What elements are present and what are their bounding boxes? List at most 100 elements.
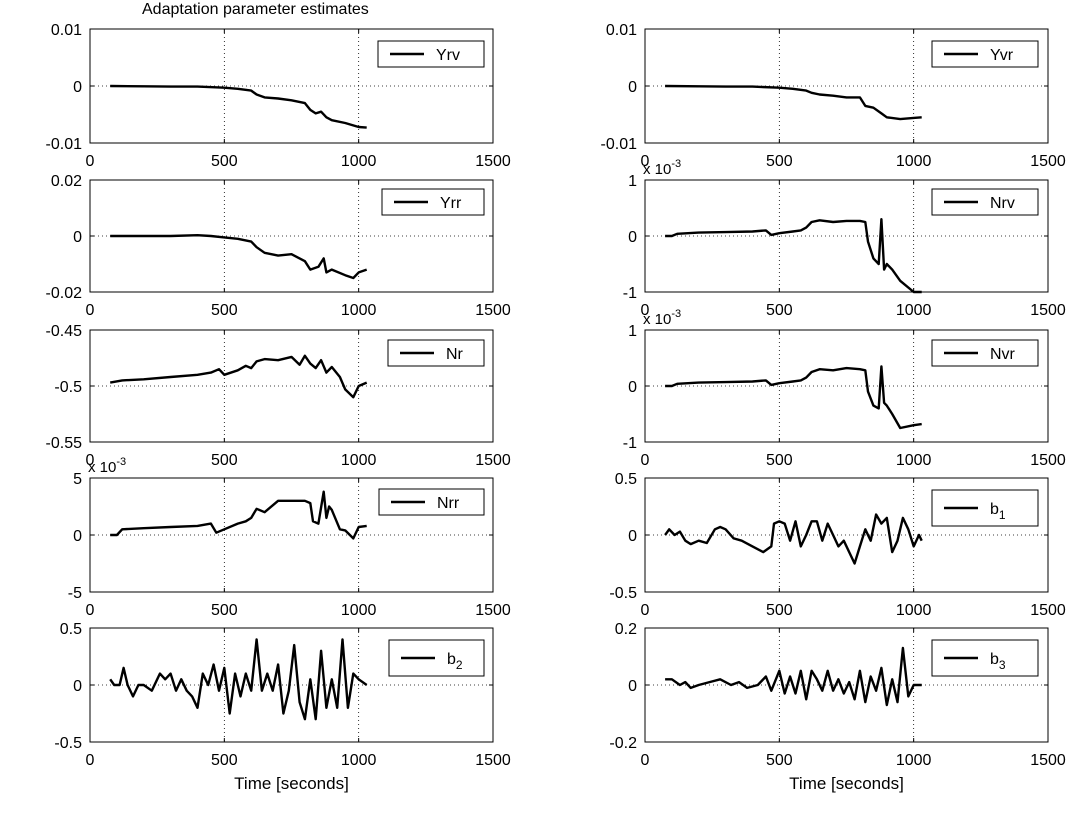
x-tick-label: 0 — [641, 752, 650, 769]
y-tick-label: 0 — [628, 379, 637, 396]
series-line-b2 — [109, 638, 368, 721]
legend-label: Nr — [446, 346, 464, 363]
y-tick-label: -0.45 — [46, 323, 83, 340]
x-tick-label: 500 — [766, 153, 793, 170]
series-line-yrr — [110, 233, 368, 280]
x-tick-label: 1500 — [1030, 452, 1066, 469]
y-tick-label: 0 — [73, 229, 82, 246]
legend-nvr: Nvr — [931, 339, 1039, 367]
y-tick-label: 0 — [628, 528, 637, 545]
x-tick-label: 0 — [86, 752, 95, 769]
x-tick-label: 0 — [641, 452, 650, 469]
y-tick-label: -1 — [623, 285, 637, 302]
legend-label: Yvr — [990, 47, 1014, 64]
x-tick-label: 0 — [641, 153, 650, 170]
x-tick-label: 500 — [766, 452, 793, 469]
x-tick-label: 1500 — [475, 302, 511, 319]
legend-b1: b1 — [931, 489, 1039, 527]
y-tick-label: 5 — [73, 471, 82, 488]
legend-b2: b2 — [388, 639, 485, 677]
legend-b3: b3 — [931, 639, 1039, 677]
legend-label: Yrv — [436, 47, 460, 64]
x-tick-label: 1000 — [896, 602, 932, 619]
x-tick-label: 500 — [211, 602, 238, 619]
legend-nrr: Nrr — [378, 488, 485, 516]
y-tick-label: -0.2 — [609, 735, 637, 752]
x-tick-label: 0 — [86, 452, 95, 469]
legend-label: b2 — [447, 651, 463, 672]
legend-label: b1 — [990, 501, 1006, 522]
y-tick-label: -0.5 — [54, 735, 82, 752]
x-tick-label: 0 — [641, 602, 650, 619]
y-tick-label: 0.01 — [51, 22, 82, 39]
y-tick-label: 0 — [628, 678, 637, 695]
series-line-b3 — [665, 646, 922, 707]
legend-yrv: Yrv — [377, 40, 485, 68]
y-tick-label: -1 — [623, 435, 637, 452]
x-tick-label: 1500 — [1030, 752, 1066, 769]
subplot-b1: 0 500 1000 1500-0.500.5b1 — [609, 471, 1065, 619]
y-tick-label: 0.5 — [60, 621, 82, 638]
y-tick-label: 0 — [73, 678, 82, 695]
y-tick-label: -0.02 — [46, 285, 83, 302]
y-tick-label: 0 — [73, 79, 82, 96]
y-exponent-label: x 10-3 — [643, 308, 681, 328]
y-tick-label: -0.01 — [46, 136, 83, 153]
y-tick-label: 0.2 — [615, 621, 637, 638]
y-tick-label: -0.01 — [601, 136, 638, 153]
x-tick-label: 1000 — [896, 452, 932, 469]
x-tick-label: 500 — [766, 302, 793, 319]
y-tick-label: 1 — [628, 173, 637, 190]
x-tick-label: 1000 — [341, 302, 377, 319]
x-tick-label: 0 — [86, 302, 95, 319]
x-tick-label: 500 — [211, 752, 238, 769]
x-tick-label: 1000 — [341, 153, 377, 170]
x-tick-label: 1500 — [1030, 302, 1066, 319]
series-line-nrr — [110, 490, 367, 540]
y-tick-label: 0.5 — [615, 471, 637, 488]
x-tick-label: 1000 — [341, 602, 377, 619]
x-tick-label: 500 — [211, 302, 238, 319]
legend-label: Nvr — [990, 346, 1016, 363]
x-tick-label: 1500 — [1030, 602, 1066, 619]
y-tick-label: 0 — [628, 79, 637, 96]
legend-yrr: Yrr — [381, 188, 485, 216]
legend-nr: Nr — [387, 339, 485, 367]
legend-label: Nrv — [990, 195, 1015, 212]
x-tick-label: 500 — [766, 602, 793, 619]
y-tick-label: 0.02 — [51, 173, 82, 190]
x-tick-label: 1500 — [1030, 153, 1066, 170]
y-exponent-label: x 10-3 — [88, 456, 126, 476]
series-line-yrv — [110, 84, 367, 129]
series-line-nvr — [665, 365, 922, 430]
series-line-yvr — [665, 84, 922, 121]
subplot-nr: 0 500 1000 1500 -0.55 -0.5 -0.45 Nr — [46, 323, 511, 469]
y-tick-label: -0.55 — [46, 435, 83, 452]
legend-label: Yrr — [440, 195, 462, 212]
x-tick-label: 0 — [86, 602, 95, 619]
x-tick-label: 1500 — [475, 752, 511, 769]
x-tick-label: 500 — [211, 153, 238, 170]
figure-title: Adaptation parameter estimates — [142, 1, 369, 18]
series-line-nrv — [665, 217, 922, 294]
y-exponent-label: x 10-3 — [643, 158, 681, 178]
x-axis-label: Time [seconds] — [789, 774, 904, 793]
x-tick-label: 1500 — [475, 153, 511, 170]
series-line-b1 — [664, 513, 923, 565]
y-tick-label: -5 — [68, 585, 82, 602]
y-tick-label: -0.5 — [54, 379, 82, 396]
x-tick-label: 500 — [211, 452, 238, 469]
x-tick-label: 1500 — [475, 602, 511, 619]
x-tick-label: 1000 — [896, 153, 932, 170]
y-tick-label: 0 — [73, 528, 82, 545]
legend-yvr: Yvr — [931, 40, 1039, 68]
legend-label: Nrr — [437, 495, 460, 512]
